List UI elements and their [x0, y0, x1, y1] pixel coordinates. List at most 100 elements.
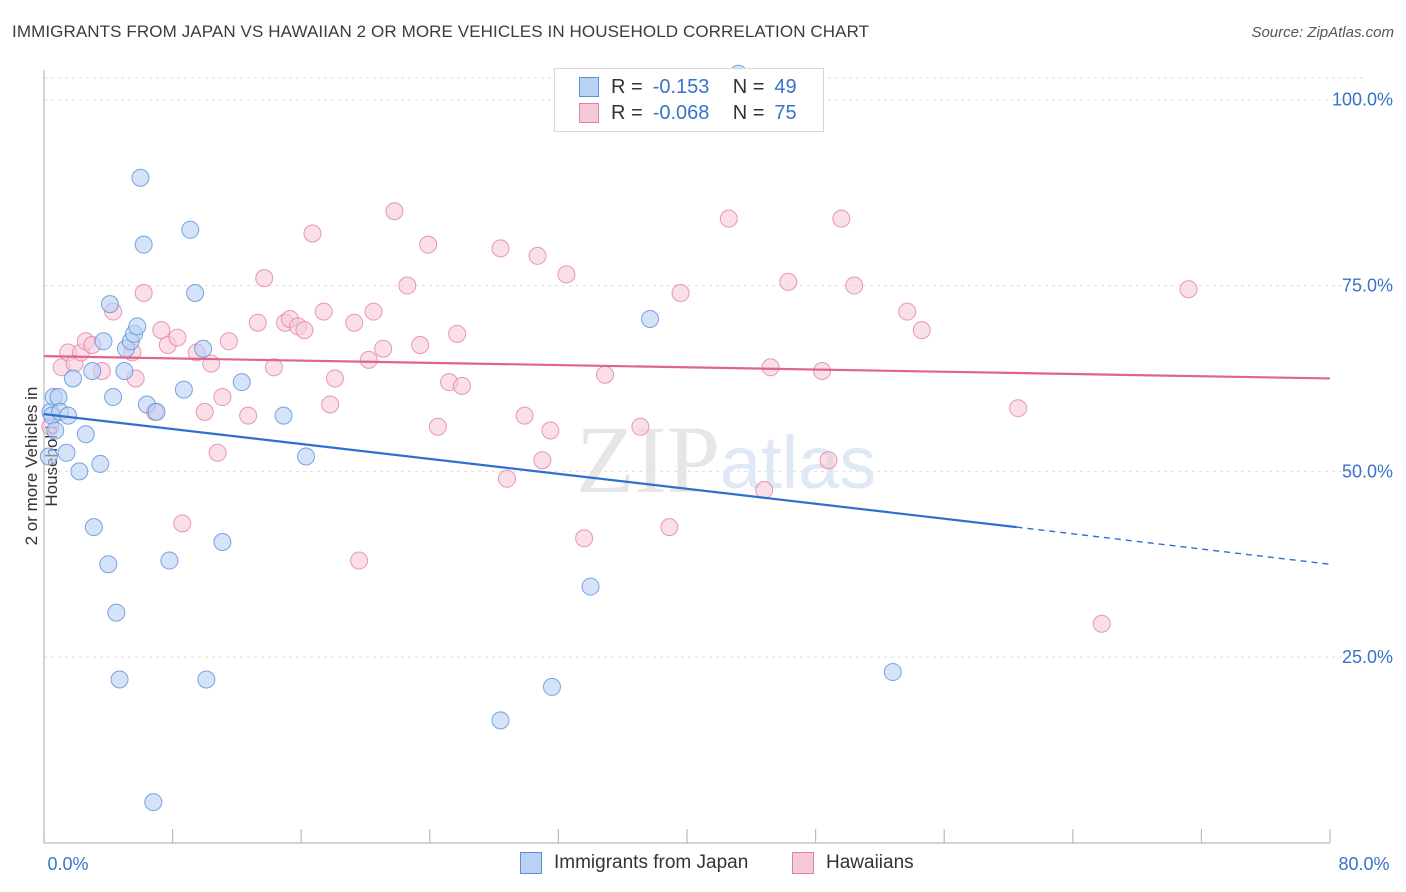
- legend-r-value: -0.068: [652, 101, 710, 124]
- hawaiian-point: [452, 376, 471, 395]
- hawaiian-point: [321, 395, 340, 414]
- japan-point: [99, 555, 118, 574]
- hawaiian-point: [345, 313, 364, 332]
- hawaiian-point: [364, 302, 383, 321]
- japan-point: [104, 388, 123, 407]
- hawaiian-point: [515, 406, 534, 425]
- japan-point: [297, 447, 316, 466]
- japan-point: [581, 577, 600, 596]
- series-legend-japan[interactable]: Immigrants from Japan: [520, 852, 748, 874]
- japan-point: [134, 235, 153, 254]
- japan-point: [181, 220, 200, 239]
- hawaiian-point: [575, 529, 594, 548]
- japan-point: [107, 603, 126, 622]
- hawaiian-point: [845, 276, 864, 295]
- hawaiian-point: [1092, 614, 1111, 633]
- hawaiian-point: [219, 332, 238, 351]
- legend-r-label: R =: [611, 75, 643, 98]
- japan-point: [57, 443, 76, 462]
- hawaiian-point: [596, 365, 615, 384]
- japan-point: [100, 295, 119, 314]
- x-tick-label: 80.0%: [1338, 854, 1389, 874]
- hawaiian-point: [497, 469, 516, 488]
- hawaiian-point: [168, 328, 187, 347]
- hawaiian-point: [173, 514, 192, 533]
- hawaiian-point: [541, 421, 560, 440]
- hawaiian-point: [303, 224, 322, 243]
- correlation-legend: R = -0.153 N = 49 R = -0.068 N = 75: [554, 68, 824, 132]
- hawaiian-point: [208, 443, 227, 462]
- japan-point: [70, 462, 89, 481]
- series-label-japan: Immigrants from Japan: [554, 852, 749, 873]
- hawaiian-point: [359, 350, 378, 369]
- japan-point: [128, 317, 147, 336]
- hawaiian-point: [779, 272, 798, 291]
- hawaiian-point: [398, 276, 417, 295]
- hawaiian-point: [314, 302, 333, 321]
- legend-r-value: -0.153: [652, 75, 710, 98]
- hawaiian-point: [631, 417, 650, 436]
- japan-point: [194, 339, 213, 358]
- series-legend-hawaiians[interactable]: Hawaiians: [792, 852, 914, 874]
- japan-point: [39, 447, 58, 466]
- hawaiian-point: [428, 417, 447, 436]
- hawaiian-point: [832, 209, 851, 228]
- japan-trend-line: [43, 413, 1017, 529]
- japan-point: [160, 551, 179, 570]
- hawaiian-point: [134, 283, 153, 302]
- hawaiian-point: [813, 362, 832, 381]
- hawaiian-point: [239, 406, 258, 425]
- y-tick-label: 25.0%: [1342, 647, 1393, 667]
- hawaiian-point: [213, 388, 232, 407]
- legend-n-value: 75: [774, 101, 797, 124]
- series-legend: Immigrants from Japan Hawaiians: [0, 852, 1406, 878]
- hawaiian-point: [528, 246, 547, 265]
- japan-point: [110, 670, 129, 689]
- hawaiian-point: [264, 358, 283, 377]
- japan-point: [641, 309, 660, 328]
- japan-point: [186, 283, 205, 302]
- japan-point: [147, 402, 166, 421]
- hawaiian-point: [1009, 399, 1028, 418]
- japan-point: [76, 425, 95, 444]
- legend-n-label: N =: [732, 101, 765, 124]
- japan-point: [197, 670, 216, 689]
- hawaiian-point: [533, 451, 552, 470]
- hawaiian-point: [819, 451, 838, 470]
- hawaiian-point: [491, 239, 510, 258]
- japan-point: [84, 518, 103, 537]
- japan-point: [83, 362, 102, 381]
- japan-point: [49, 388, 68, 407]
- legend-n-label: N =: [732, 75, 765, 98]
- y-tick-label: 75.0%: [1342, 276, 1393, 296]
- y-tick-label: 100.0%: [1332, 90, 1393, 110]
- hawaiian-point: [350, 551, 369, 570]
- japan-point: [94, 332, 113, 351]
- hawaiian-point: [295, 321, 314, 340]
- japan-point: [46, 421, 65, 440]
- japan-point: [213, 532, 232, 551]
- hawaiian-point: [912, 321, 931, 340]
- hawaiian-point: [671, 283, 690, 302]
- legend-swatch-blue: [579, 77, 599, 97]
- japan-trend-extension: [1016, 526, 1331, 565]
- legend-r-label: R =: [611, 101, 643, 124]
- series-swatch-blue: [520, 852, 542, 874]
- japan-point: [883, 663, 902, 682]
- hawaiian-point: [195, 402, 214, 421]
- hawaiian-point: [419, 235, 438, 254]
- hawaiian-point: [385, 202, 404, 221]
- hawaiian-point: [325, 369, 344, 388]
- hawaiian-point: [660, 518, 679, 537]
- series-swatch-pink: [792, 852, 814, 874]
- legend-n-value: 49: [774, 75, 797, 98]
- japan-point: [91, 454, 110, 473]
- japan-point: [174, 380, 193, 399]
- hawaiian-point: [202, 354, 221, 373]
- hawaiian-point: [761, 358, 780, 377]
- hawaiian-point: [255, 269, 274, 288]
- hawaiian-point: [755, 480, 774, 499]
- hawaiian-point: [448, 324, 467, 343]
- hawaiian-point: [374, 339, 393, 358]
